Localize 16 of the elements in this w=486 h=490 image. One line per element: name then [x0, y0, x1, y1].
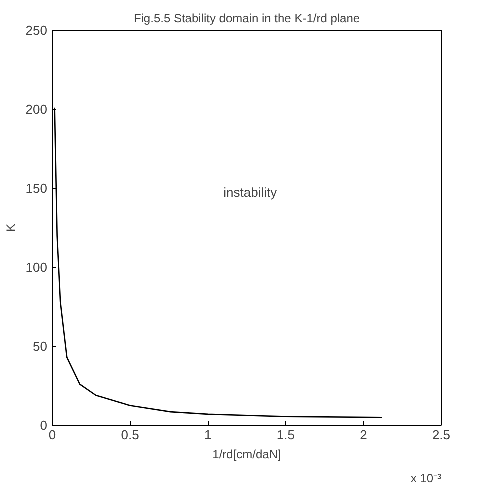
y-axis-title: K: [4, 224, 18, 232]
y-tick-label: 250: [26, 23, 48, 38]
x-tick-label: 2.5: [432, 428, 451, 442]
x-tick-label: 1: [204, 428, 212, 442]
x-axis-title: 1/rd[cm/daN]: [212, 448, 282, 462]
y-tick-label: 200: [26, 102, 48, 117]
chart-title: Fig.5.5 Stability domain in the K-1/rd plane: [134, 12, 360, 26]
x-tick-label: 1.5: [276, 428, 295, 442]
y-tick-label: 50: [33, 339, 48, 354]
annotation: instability: [224, 184, 278, 200]
y-tick-label: 100: [26, 260, 48, 275]
y-tick-label: 0: [40, 418, 48, 433]
y-tick-label: 150: [26, 181, 48, 196]
x-tick-label: 0.5: [121, 428, 140, 442]
x-tick-label: 2: [360, 428, 368, 442]
text: x 10⁻³: [410, 472, 442, 486]
